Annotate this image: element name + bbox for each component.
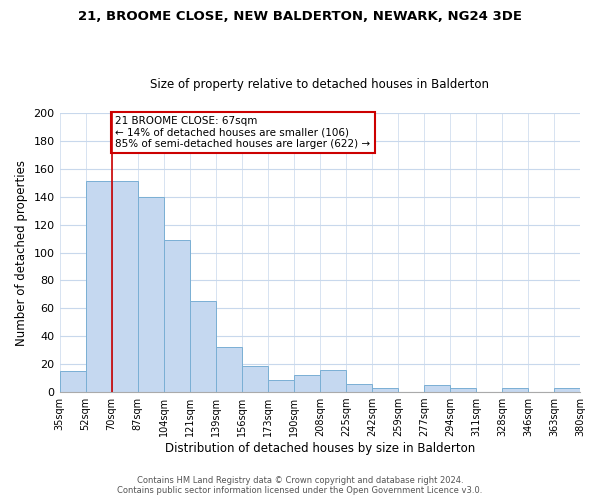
Bar [450, 388, 476, 392]
Y-axis label: Number of detached properties: Number of detached properties [15, 160, 28, 346]
Bar [320, 370, 346, 392]
Bar [112, 182, 137, 392]
Bar [190, 302, 215, 392]
Bar [502, 388, 528, 392]
Bar [86, 182, 112, 392]
Bar [268, 380, 294, 392]
Text: 21 BROOME CLOSE: 67sqm
← 14% of detached houses are smaller (106)
85% of semi-de: 21 BROOME CLOSE: 67sqm ← 14% of detached… [115, 116, 371, 149]
Text: Contains HM Land Registry data © Crown copyright and database right 2024.
Contai: Contains HM Land Registry data © Crown c… [118, 476, 482, 495]
Bar [294, 376, 320, 392]
Bar [346, 384, 372, 392]
Bar [137, 196, 164, 392]
Text: 21, BROOME CLOSE, NEW BALDERTON, NEWARK, NG24 3DE: 21, BROOME CLOSE, NEW BALDERTON, NEWARK,… [78, 10, 522, 23]
Title: Size of property relative to detached houses in Balderton: Size of property relative to detached ho… [150, 78, 489, 91]
X-axis label: Distribution of detached houses by size in Balderton: Distribution of detached houses by size … [164, 442, 475, 455]
Bar [372, 388, 398, 392]
Bar [164, 240, 190, 392]
Bar [554, 388, 580, 392]
Bar [424, 385, 450, 392]
Bar [242, 366, 268, 392]
Bar [215, 348, 242, 392]
Bar [59, 371, 86, 392]
